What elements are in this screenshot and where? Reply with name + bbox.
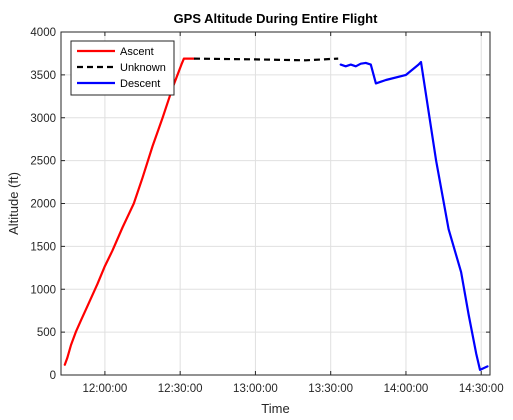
series-line-ascent (63, 57, 196, 366)
x-tick-label-3: 13:30:00 (308, 383, 353, 395)
y-tick-label-8: 4000 (30, 27, 56, 39)
legend-label-unknown: Unknown (120, 62, 166, 74)
legend-label-descent: Descent (120, 78, 160, 90)
x-tick-label-0: 12:00:00 (83, 383, 128, 395)
x-tick-label-4: 14:00:00 (384, 383, 429, 395)
y-tick-label-4: 2000 (30, 199, 56, 211)
y-tick-label-3: 1500 (30, 241, 56, 253)
chart-title: GPS Altitude During Entire Flight (174, 11, 379, 26)
y-tick-label-1: 500 (37, 327, 56, 339)
y-tick-label-7: 3500 (30, 70, 56, 82)
legend: Ascent Unknown Descent (70, 40, 175, 96)
y-tick-label-6: 3000 (30, 113, 56, 125)
y-tick-label-2: 1000 (30, 284, 56, 296)
series-line-descent (339, 60, 489, 371)
x-tick-label-2: 13:00:00 (233, 383, 278, 395)
series-layer (63, 57, 489, 371)
axis-ticks (61, 31, 490, 376)
grid-lines (61, 31, 490, 376)
x-axis-label: Time (261, 401, 289, 416)
x-tick-label-1: 12:30:00 (158, 383, 203, 395)
y-tick-label-5: 2500 (30, 156, 56, 168)
y-axis-label: Altitude (ft) (6, 172, 21, 235)
y-tick-label-0: 0 (50, 370, 56, 382)
series-line-unknown (193, 57, 339, 62)
x-tick-label-5: 14:30:00 (459, 383, 504, 395)
tick-labels: 12:00:00 12:30:00 13:00:00 13:30:00 14:00:00… (30, 27, 503, 395)
legend-label-ascent: Ascent (120, 46, 154, 58)
